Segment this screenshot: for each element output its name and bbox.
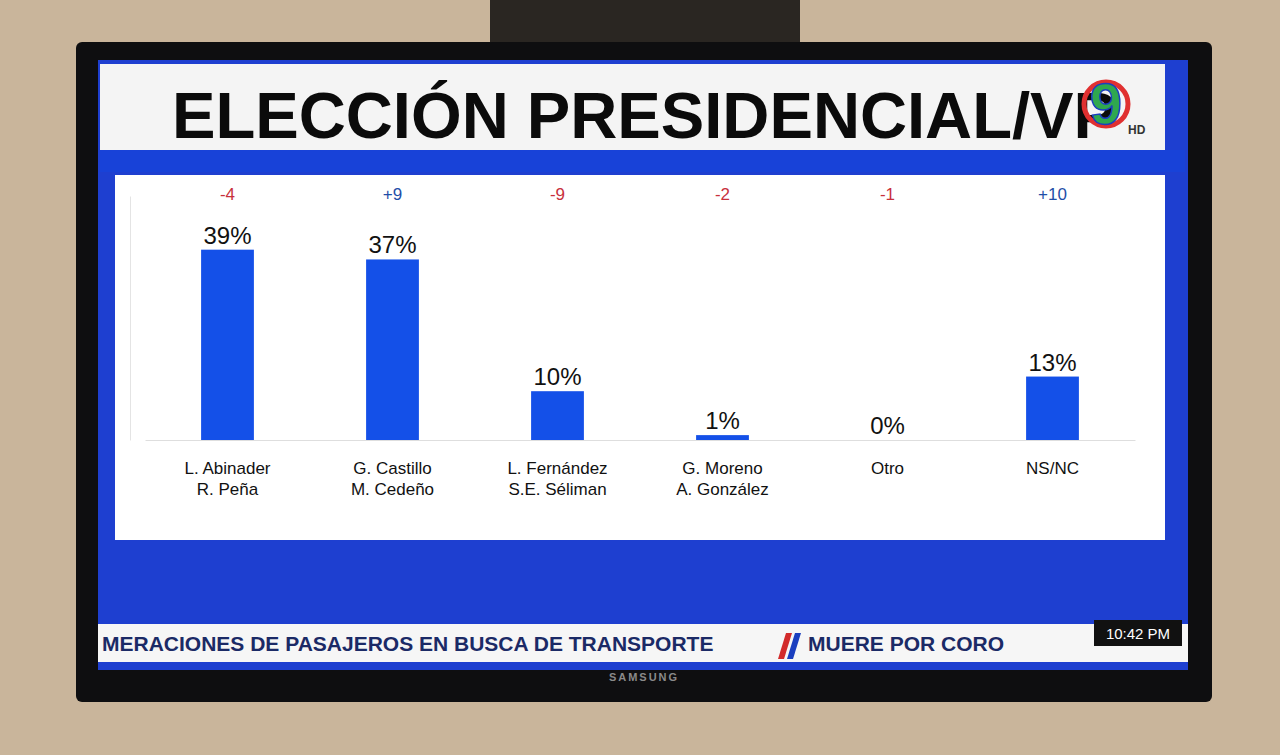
x-tick: NS/NC (1026, 440, 1079, 478)
ticker-separator (787, 633, 801, 659)
x-axis-line (146, 440, 1136, 441)
category-label: L. AbinaderR. Peña (184, 459, 270, 499)
x-tick: G. MorenoA. González (676, 440, 769, 499)
x-tick: Otro (871, 440, 904, 478)
brand-label: SAMSUNG (609, 671, 679, 683)
chart-panel (115, 175, 1165, 540)
time-label: 10:42 PM (1106, 625, 1170, 642)
ticker-item: MERACIONES DE PASAJEROS EN BUSCA DE TRAN… (102, 632, 713, 655)
bar (1026, 377, 1079, 440)
scene: SAMSUNG ELECCIÓN PRESIDENCIAL/VP9 HD L. Abi… (0, 0, 1280, 755)
category-label: G. CastilloM. Cedeño (351, 459, 434, 499)
bar (696, 435, 749, 440)
y-axis (130, 197, 131, 441)
logo-number: 9 (1090, 71, 1122, 136)
category-label: Otro (871, 459, 904, 478)
value-label: 1% (705, 407, 740, 434)
change-label: -9 (550, 185, 565, 204)
value-label: 13% (1028, 349, 1076, 376)
logo-label: HD (1128, 123, 1146, 137)
tv-bezel (76, 42, 1212, 702)
change-labels: -4 +9 -9 -2 -1 +10 (220, 185, 1067, 204)
category-label: G. MorenoA. González (676, 459, 769, 499)
value-label: 0% (870, 412, 905, 439)
x-tick: G. CastilloM. Cedeño (351, 440, 434, 499)
x-tick: L. AbinaderR. Peña (184, 440, 270, 499)
time-box (1094, 620, 1182, 646)
ticker-item: MUERE POR CORO (808, 632, 1004, 655)
bar (531, 391, 584, 440)
x-tick: L. FernándezS.E. Séliman (507, 440, 607, 499)
change-label: +9 (383, 185, 402, 204)
screen (98, 60, 1188, 670)
logo: 9 HD (1084, 71, 1146, 137)
mount (490, 0, 800, 46)
category-label: NS/NC (1026, 459, 1079, 478)
x-axis: L. AbinaderR. Peña G. CastilloM. Cedeño L.… (146, 440, 1136, 499)
change-label: -2 (715, 185, 730, 204)
change-label: -1 (880, 185, 895, 204)
y-axis-line (130, 197, 131, 441)
bar (366, 259, 419, 440)
bars (201, 250, 1079, 440)
wall (0, 0, 1280, 755)
ticker-band (98, 624, 1188, 662)
change-label: +10 (1038, 185, 1067, 204)
value-label: 39% (203, 222, 251, 249)
change-label: -4 (220, 185, 235, 204)
bar (861, 440, 914, 441)
value-label: 37% (368, 231, 416, 258)
value-label: 10% (533, 363, 581, 390)
category-label: L. FernándezS.E. Séliman (507, 459, 607, 499)
bar (201, 250, 254, 440)
blue-band-top (100, 150, 1185, 172)
value-labels: 39% 37% 10% 1% 0% 13% (203, 222, 1076, 439)
title: ELECCIÓN PRESIDENCIAL/VP (172, 80, 1117, 152)
